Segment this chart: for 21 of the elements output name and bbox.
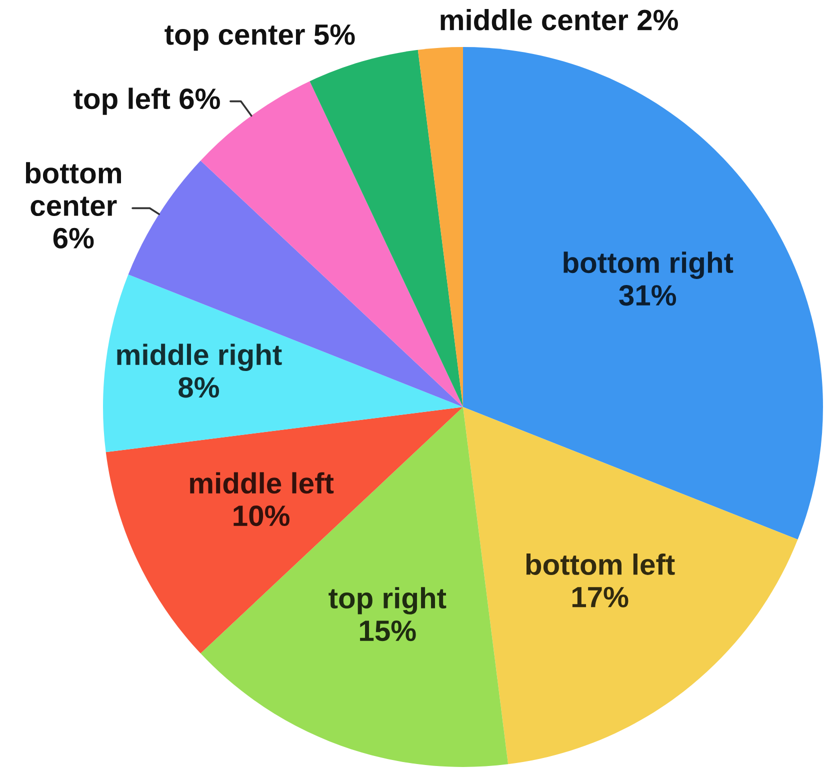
pie-slice — [103, 274, 463, 452]
slice-label: top left 6% — [74, 88, 220, 115]
slice-label: middle left — [190, 472, 334, 494]
slice-label: middle center 2% — [440, 8, 678, 30]
data-label: 31% — [619, 285, 676, 306]
pie-slice — [310, 50, 463, 407]
pie-slice — [463, 407, 798, 764]
data-label: 17% — [572, 586, 628, 608]
slice-label: top right — [328, 587, 446, 614]
slice-label: top center 5% — [164, 24, 355, 51]
slice-label: bottom center — [26, 162, 122, 216]
data-label: 8% — [178, 377, 220, 398]
pie-slice — [106, 407, 463, 654]
pie-slice — [418, 47, 463, 407]
data-label: 6% — [53, 228, 94, 248]
pie-slice — [463, 47, 823, 540]
data-label: 15% — [360, 620, 416, 642]
data-label: 10% — [234, 505, 290, 526]
slice-label: bottom left — [526, 554, 675, 575]
slice-label: middle right — [117, 344, 282, 372]
slice-label: bottom right — [564, 252, 734, 279]
